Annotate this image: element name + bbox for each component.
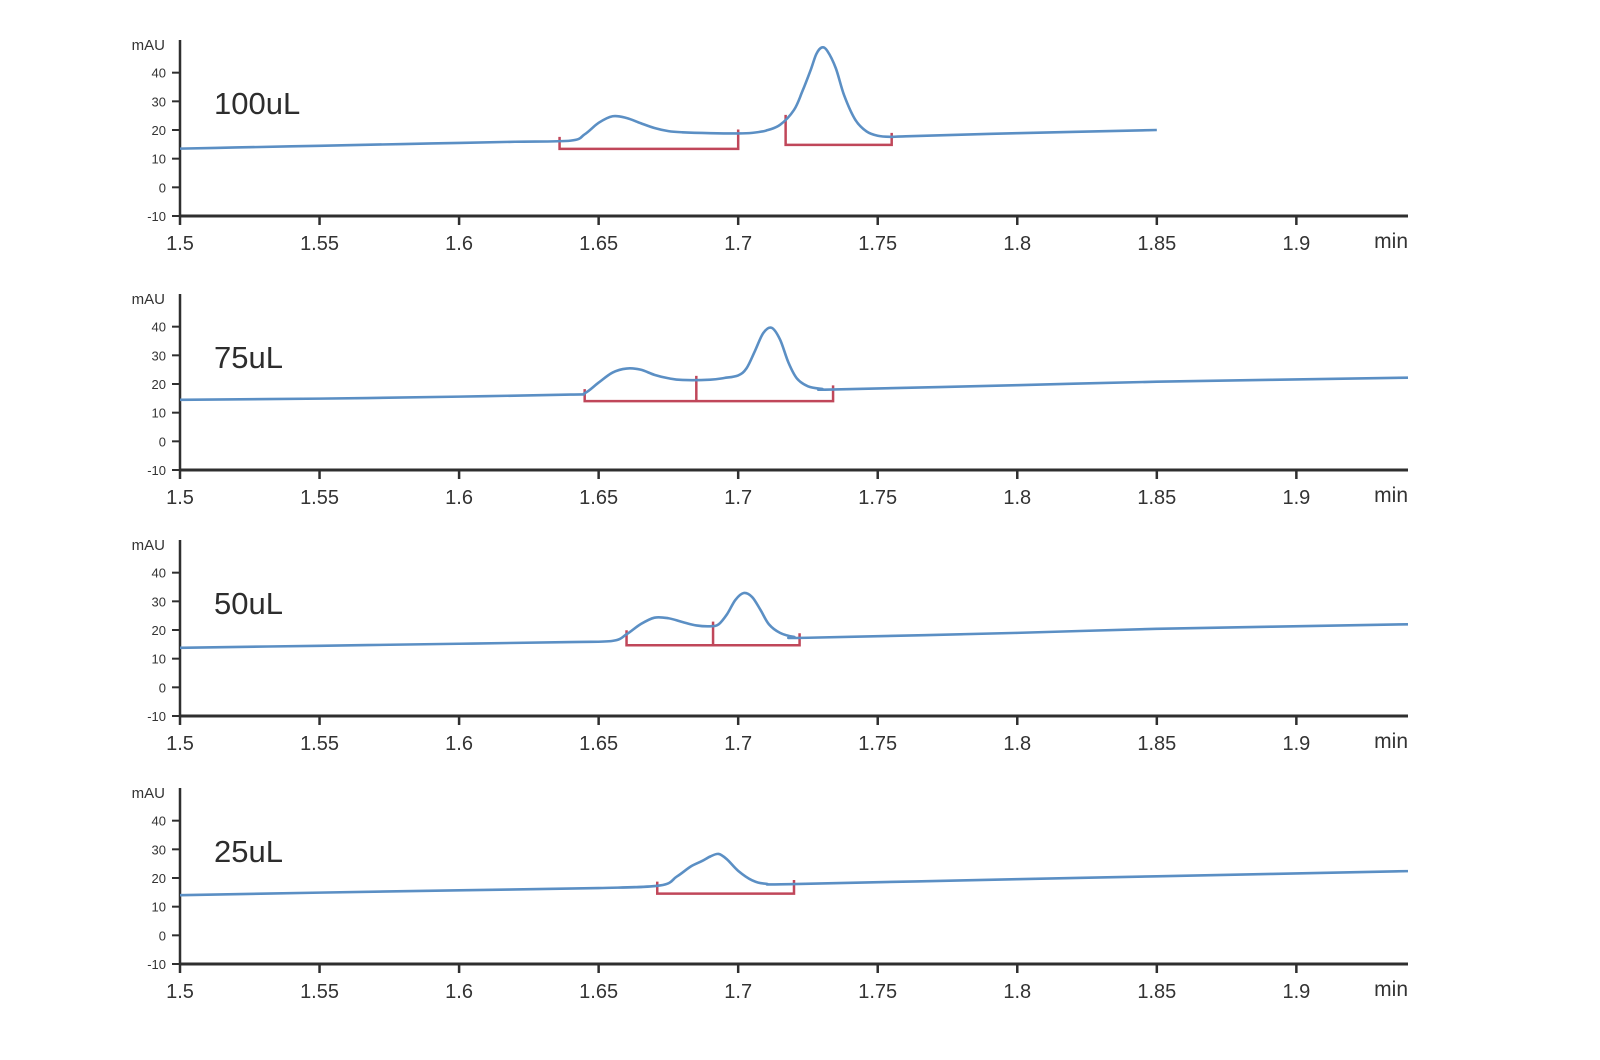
chromatogram-panel-25ul: 1.5 1.55 1.6 1.65 1.7 1.75 1.8 1.85 1.9 -10 0 10 20 3…: [0, 758, 1600, 1008]
chromatogram-svg: 1.5 1.55 1.6 1.65 1.7 1.75 1.8 1.85 1.9 -10 0 10 20 3…: [132, 37, 1408, 255]
x-tick-label: 1.8: [1003, 233, 1031, 255]
y-tick-label: 10: [152, 406, 166, 421]
y-axis-unit: mAU: [132, 37, 165, 54]
chromatogram-svg: 1.5 1.55 1.6 1.65 1.7 1.75 1.8 1.85 1.9 -10 0 10 20 3…: [132, 291, 1409, 509]
x-tick-label: 1.7: [724, 233, 752, 255]
y-tick-label: -10: [147, 209, 166, 224]
y-tick-label: -10: [147, 957, 166, 972]
x-tick-label: 1.7: [724, 487, 752, 509]
chromatogram-svg: 1.5 1.55 1.6 1.65 1.7 1.75 1.8 1.85 1.9 -10 0 10 20 3…: [132, 537, 1409, 755]
x-tick-label: 1.9: [1282, 981, 1310, 1003]
x-tick-label: 1.65: [579, 981, 618, 1003]
y-tick-label: 40: [152, 66, 166, 81]
x-tick-label: 1.8: [1003, 981, 1031, 1003]
x-tick-label: 1.9: [1282, 733, 1310, 755]
x-axis-unit: min: [1374, 730, 1408, 753]
y-tick-label: 20: [152, 623, 166, 638]
y-tick-label: 20: [152, 123, 166, 138]
y-tick-label: -10: [147, 463, 166, 478]
x-tick-label: 1.65: [579, 233, 618, 255]
x-tick-label: 1.55: [300, 233, 339, 255]
chromatogram-panel-100ul: 1.5 1.55 1.6 1.65 1.7 1.75 1.8 1.85 1.9 -10 0 10 20 3…: [0, 10, 1600, 260]
y-tick-label: 40: [152, 566, 166, 581]
sample-volume-label: 25uL: [214, 834, 283, 869]
y-tick-label: 40: [152, 320, 166, 335]
sample-volume-label: 75uL: [214, 340, 283, 375]
integration-baseline: [558, 129, 740, 151]
chromatogram-panel-50ul: 1.5 1.55 1.6 1.65 1.7 1.75 1.8 1.85 1.9 -10 0 10 20 3…: [0, 510, 1600, 760]
x-tick-label: 1.85: [1137, 487, 1176, 509]
x-axis-unit: min: [1374, 230, 1408, 253]
x-tick-label: 1.55: [300, 733, 339, 755]
y-tick-label: 10: [152, 152, 166, 167]
y-tick-label: 30: [152, 94, 166, 109]
x-tick-label: 1.5: [166, 981, 194, 1003]
chromatogram-trace: [179, 852, 1409, 897]
x-tick-label: 1.6: [445, 487, 473, 509]
integration-baseline: [655, 880, 796, 895]
chromatogram-svg: 1.5 1.55 1.6 1.65 1.7 1.75 1.8 1.85 1.9 -10 0 10 20 3…: [132, 785, 1409, 1003]
x-tick-label: 1.9: [1282, 233, 1310, 255]
y-tick-label: 0: [159, 928, 166, 943]
x-tick-label: 1.55: [300, 981, 339, 1003]
y-axis-unit: mAU: [132, 291, 165, 308]
y-tick-label: 0: [159, 434, 166, 449]
x-tick-label: 1.75: [858, 233, 897, 255]
x-tick-label: 1.7: [724, 733, 752, 755]
x-tick-label: 1.5: [166, 733, 194, 755]
y-tick-label: 30: [152, 842, 166, 857]
x-tick-label: 1.5: [166, 487, 194, 509]
y-tick-label: 0: [159, 180, 166, 195]
y-tick-label: 0: [159, 680, 166, 695]
x-tick-label: 1.65: [579, 733, 618, 755]
sample-volume-label: 50uL: [214, 586, 283, 621]
chromatogram-trace: [179, 46, 1157, 150]
y-tick-label: 30: [152, 348, 166, 363]
chromatogram-trace: [179, 591, 1409, 650]
x-tick-label: 1.9: [1282, 487, 1310, 509]
y-tick-label: -10: [147, 709, 166, 724]
x-tick-label: 1.8: [1003, 733, 1031, 755]
x-axis-unit: min: [1374, 484, 1408, 507]
x-tick-label: 1.85: [1137, 233, 1176, 255]
x-tick-label: 1.85: [1137, 981, 1176, 1003]
x-tick-label: 1.6: [445, 733, 473, 755]
integration-baseline: [784, 114, 893, 147]
x-tick-label: 1.75: [858, 487, 897, 509]
x-tick-label: 1.5: [166, 233, 194, 255]
y-axis-unit: mAU: [132, 785, 165, 802]
y-tick-label: 20: [152, 377, 166, 392]
x-tick-label: 1.85: [1137, 733, 1176, 755]
x-tick-label: 1.75: [858, 981, 897, 1003]
x-tick-label: 1.6: [445, 233, 473, 255]
x-axis-unit: min: [1374, 978, 1408, 1001]
y-tick-label: 20: [152, 871, 166, 886]
y-tick-label: 30: [152, 594, 166, 609]
sample-volume-label: 100uL: [214, 86, 300, 121]
integration-baseline: [583, 385, 835, 403]
y-tick-label: 10: [152, 652, 166, 667]
y-tick-label: 10: [152, 900, 166, 915]
chromatogram-trace: [179, 326, 1409, 402]
x-tick-label: 1.7: [724, 981, 752, 1003]
x-tick-label: 1.6: [445, 981, 473, 1003]
y-axis-unit: mAU: [132, 537, 165, 554]
x-tick-label: 1.65: [579, 487, 618, 509]
x-tick-label: 1.75: [858, 733, 897, 755]
x-tick-label: 1.55: [300, 487, 339, 509]
x-tick-label: 1.8: [1003, 487, 1031, 509]
chromatogram-panel-75ul: 1.5 1.55 1.6 1.65 1.7 1.75 1.8 1.85 1.9 -10 0 10 20 3…: [0, 264, 1600, 514]
y-tick-label: 40: [152, 814, 166, 829]
